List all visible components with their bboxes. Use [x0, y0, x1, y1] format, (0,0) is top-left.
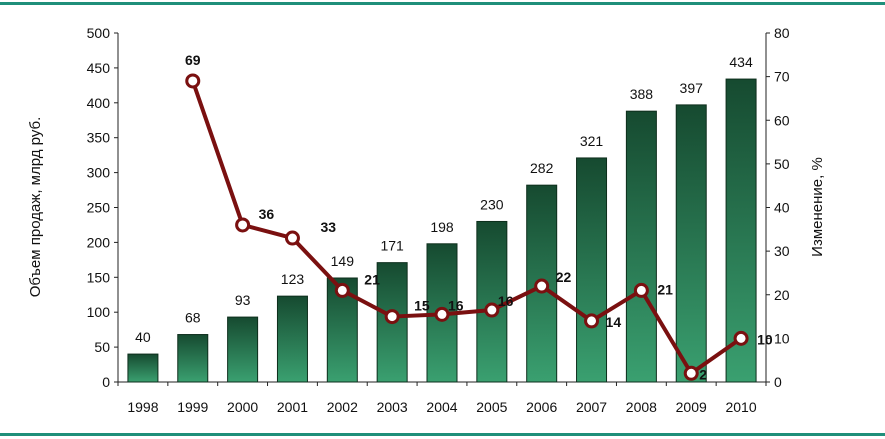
y-left-tick-label: 150	[87, 269, 111, 285]
change-point-label: 22	[556, 269, 572, 285]
change-point-label: 21	[657, 281, 673, 297]
bar	[675, 104, 707, 383]
x-tick-label: 2004	[426, 399, 457, 415]
y-right-tick-label: 40	[774, 200, 790, 216]
top-rule	[0, 2, 885, 5]
change-point	[384, 309, 400, 325]
change-point	[484, 302, 500, 318]
y-right-tick-label: 70	[774, 69, 790, 85]
y-left-tick-label: 0	[102, 374, 110, 390]
x-tick-label: 2007	[576, 399, 607, 415]
change-point-label: 36	[259, 206, 275, 222]
change-point	[235, 217, 251, 233]
bar	[177, 334, 209, 383]
y-left-tick-label: 200	[87, 234, 111, 250]
y-left-tick-label: 350	[87, 130, 111, 146]
y-right-tick-label: 30	[774, 243, 790, 259]
change-point	[633, 282, 649, 298]
y-axis-right-title: Изменение, %	[809, 157, 826, 257]
bar-value-label: 434	[729, 54, 753, 70]
y-left-tick-label: 500	[87, 25, 111, 41]
y-left-tick-label: 50	[94, 339, 110, 355]
change-point-label: 15	[414, 298, 430, 314]
x-tick-label: 1998	[127, 399, 158, 415]
bar-value-label: 93	[235, 292, 251, 308]
bar-value-label: 198	[430, 219, 454, 235]
change-point-label: 69	[185, 52, 201, 68]
y-right-tick-label: 20	[774, 287, 790, 303]
change-line	[190, 80, 743, 376]
bar-value-label: 282	[530, 160, 554, 176]
y-left-tick-label: 250	[87, 200, 111, 216]
bar-value-label: 68	[185, 310, 201, 326]
change-point	[683, 365, 699, 381]
y-axis-left-title: Объем продаж, млрд руб.	[27, 117, 44, 297]
x-tick-label: 2002	[327, 399, 358, 415]
change-point-label: 2	[699, 366, 707, 382]
change-point-label: 14	[606, 314, 622, 330]
change-point-label: 21	[364, 271, 380, 287]
change-point	[584, 313, 600, 329]
bar	[476, 220, 508, 383]
bar-value-label: 123	[281, 271, 305, 287]
x-tick-label: 2010	[725, 399, 756, 415]
bar	[227, 316, 259, 383]
change-point-label: 16	[498, 293, 514, 309]
bar	[625, 110, 657, 383]
bar-value-label: 321	[580, 133, 604, 149]
x-tick-label: 2006	[526, 399, 557, 415]
change-point	[334, 282, 350, 298]
change-point	[434, 306, 450, 322]
y-right-tick-label: 60	[774, 112, 790, 128]
bar-value-label: 40	[135, 329, 151, 345]
y-right-tick-label: 0	[774, 374, 782, 390]
bar	[276, 295, 308, 383]
x-tick-label: 2000	[227, 399, 258, 415]
y-left-tick-label: 300	[87, 165, 111, 181]
x-tick-label: 2001	[277, 399, 308, 415]
x-tick-label: 2008	[626, 399, 657, 415]
change-point	[284, 230, 300, 246]
x-tick-label: 2009	[676, 399, 707, 415]
bar	[127, 353, 159, 383]
y-left-tick-label: 400	[87, 95, 111, 111]
bar-value-label: 149	[331, 253, 355, 269]
change-point	[185, 73, 201, 89]
y-left-tick-label: 100	[87, 304, 111, 320]
change-point-label: 10	[757, 331, 773, 347]
bar-value-label: 171	[380, 238, 404, 254]
change-point	[733, 330, 749, 346]
bar	[576, 157, 608, 383]
bottom-rule	[0, 433, 885, 436]
y-left-tick-label: 450	[87, 60, 111, 76]
change-point-label: 33	[320, 219, 336, 235]
y-right-tick-label: 80	[774, 25, 790, 41]
y-right-tick-label: 50	[774, 156, 790, 172]
y-right-tick-label: 10	[774, 330, 790, 346]
change-point-label: 16	[448, 297, 464, 313]
x-tick-label: 2005	[476, 399, 507, 415]
change-point	[534, 278, 550, 294]
bar-value-label: 397	[680, 80, 704, 96]
x-tick-label: 1999	[177, 399, 208, 415]
bar-value-label: 230	[480, 196, 504, 212]
x-tick-label: 2003	[377, 399, 408, 415]
bar-value-label: 388	[630, 86, 654, 102]
